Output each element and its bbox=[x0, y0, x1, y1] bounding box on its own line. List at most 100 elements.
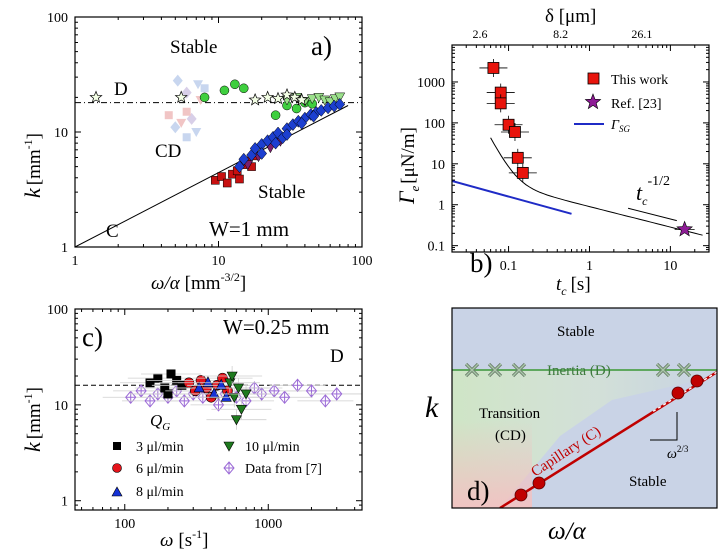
capillary-dot bbox=[671, 386, 685, 400]
blue-diamond-point bbox=[238, 152, 250, 166]
panel-a-label-c: C bbox=[106, 221, 119, 242]
open-star-point bbox=[271, 91, 285, 105]
this-work-point bbox=[494, 97, 507, 110]
panel-b-tc-annotation: tc-1/2 bbox=[636, 174, 670, 208]
q3-point bbox=[145, 378, 155, 388]
panel-b-gamma-sg-line bbox=[452, 180, 572, 215]
panel-d-capillary-markers bbox=[514, 374, 704, 502]
x-tick-label: 1 bbox=[72, 254, 79, 269]
faded-diamond-point bbox=[172, 74, 183, 87]
panel-d-stable-top: Stable bbox=[557, 324, 595, 340]
legend-8ul: 8 μl/min bbox=[136, 485, 184, 500]
y-tick-label: 1 bbox=[61, 241, 68, 256]
legend-this-work-marker bbox=[587, 72, 600, 85]
faded-square-point bbox=[182, 107, 191, 116]
faded-diamond-point bbox=[170, 121, 181, 134]
panel-b-slope-line bbox=[627, 207, 677, 222]
legend-6ul-marker bbox=[112, 463, 122, 473]
q10-point bbox=[235, 404, 247, 415]
faded-square-point bbox=[164, 111, 173, 120]
legend-8ul-marker bbox=[111, 486, 123, 497]
y-tick-label: 100 bbox=[424, 117, 445, 132]
blue-diamond-point bbox=[296, 116, 308, 130]
panel-c-marks bbox=[75, 366, 362, 430]
panel-a: 1 10 100 1 10 100 Stable Stable D CD C W=1 mm… bbox=[20, 11, 373, 294]
q3-point bbox=[153, 373, 163, 383]
green-circle-point bbox=[219, 85, 230, 96]
q3-point bbox=[166, 369, 176, 379]
light-green-triangle-point bbox=[334, 92, 346, 103]
x-tick-label: 1000 bbox=[254, 517, 282, 532]
panel-a-xlabel: ω/α [mm-3/2] bbox=[151, 270, 246, 294]
panel-d-inertia-label: Inertia (D) bbox=[547, 363, 611, 379]
faded-diamond-point bbox=[186, 112, 197, 125]
inertia-x-marker-inner bbox=[656, 363, 670, 377]
panel-b: 0.1 1 10 0.1 1 10 100 1000 2.6 8.2 26.1 δ [μm] Thi… bbox=[394, 6, 710, 298]
legend-10ul: 10 μl/min bbox=[245, 440, 300, 455]
panel-c-width: W=0.25 mm bbox=[223, 315, 329, 339]
panel-b-fit-curve bbox=[490, 137, 703, 236]
open-star-point bbox=[288, 90, 302, 103]
legend-10ul-marker bbox=[223, 441, 235, 452]
y-tick-label: 1 bbox=[438, 199, 445, 214]
q3-point bbox=[160, 383, 170, 393]
legend-6ul: 6 μl/min bbox=[136, 462, 184, 477]
x-tick-label: 1 bbox=[586, 259, 593, 274]
q10-point bbox=[228, 392, 240, 403]
panel-c-ticks: 100 1000 1 10 100 bbox=[47, 303, 362, 532]
blue-diamond-point bbox=[234, 160, 245, 174]
panel-b-frame bbox=[451, 44, 710, 253]
faded-triangle-point bbox=[176, 118, 187, 128]
light-green-triangle-point bbox=[306, 94, 318, 105]
panel-d-letter: d) bbox=[467, 476, 490, 506]
q10-point bbox=[226, 371, 238, 382]
faded-square-point bbox=[182, 133, 191, 142]
panel-a-width: W=1 mm bbox=[209, 217, 289, 241]
blue-diamond-point bbox=[308, 109, 319, 123]
panel-d: Stable Inertia (D) Transition (CD) Capil… bbox=[425, 307, 718, 545]
panel-c: 100 1000 1 10 100 c) W=0.25 mm D QG 3 μl/min… bbox=[20, 303, 363, 551]
panel-c-legend-title: QG bbox=[150, 411, 170, 433]
open-star-point bbox=[295, 92, 309, 106]
green-circle-point bbox=[270, 110, 281, 120]
q10-point bbox=[230, 415, 242, 426]
legend-ref7: Data from [7] bbox=[245, 462, 322, 477]
panel-b-letter: b) bbox=[470, 248, 493, 278]
legend-3ul-marker bbox=[113, 442, 121, 450]
panel-a-stable-top: Stable bbox=[170, 37, 218, 58]
q10-point bbox=[232, 383, 244, 394]
faded-square-point bbox=[200, 84, 209, 93]
top-tick-label: 8.2 bbox=[553, 27, 568, 41]
green-circle-point bbox=[239, 83, 249, 94]
panel-c-ylabel: k[mm-1] bbox=[20, 387, 45, 452]
legend-ref7-marker bbox=[223, 461, 235, 475]
panel-a-ylabel: k[mm-1] bbox=[20, 133, 45, 198]
faded-triangle-point bbox=[191, 128, 202, 137]
x-tick-label: 100 bbox=[352, 254, 373, 269]
inertia-x-marker-inner bbox=[488, 363, 502, 377]
q8-point bbox=[202, 376, 214, 388]
panel-c-legend: 3 μl/min 6 μl/min 8 μl/min 10 μl/min Dat… bbox=[111, 440, 322, 500]
blue-diamond-point bbox=[270, 136, 281, 150]
panel-a-stable-bottom: Stable bbox=[258, 182, 306, 203]
legend-3ul: 3 μl/min bbox=[136, 440, 184, 455]
y-tick-label: 100 bbox=[47, 303, 68, 318]
blue-diamond-point bbox=[281, 128, 293, 141]
panel-d-inertia-markers bbox=[464, 362, 692, 378]
green-circle-point bbox=[291, 103, 302, 114]
open-star-point bbox=[280, 87, 294, 101]
top-tick-label: 2.6 bbox=[473, 27, 488, 41]
x-tick-label: 100 bbox=[114, 517, 135, 532]
panel-d-slope-label: ω2/3 bbox=[667, 444, 689, 462]
panel-b-ticks: 0.1 1 10 0.1 1 10 100 1000 2.6 8.2 26.1 bbox=[417, 27, 710, 274]
panel-d-stable-bottom: Stable bbox=[629, 474, 667, 490]
this-work-point bbox=[516, 166, 529, 179]
ref-23-point bbox=[676, 220, 693, 237]
x-tick-label: 10 bbox=[663, 259, 677, 274]
y-tick-label: 10 bbox=[54, 126, 68, 141]
faded-triangle-point bbox=[193, 80, 204, 90]
open-star-point bbox=[174, 90, 188, 103]
x-tick-label: 0.1 bbox=[500, 259, 518, 274]
y-tick-label: 10 bbox=[431, 158, 445, 173]
